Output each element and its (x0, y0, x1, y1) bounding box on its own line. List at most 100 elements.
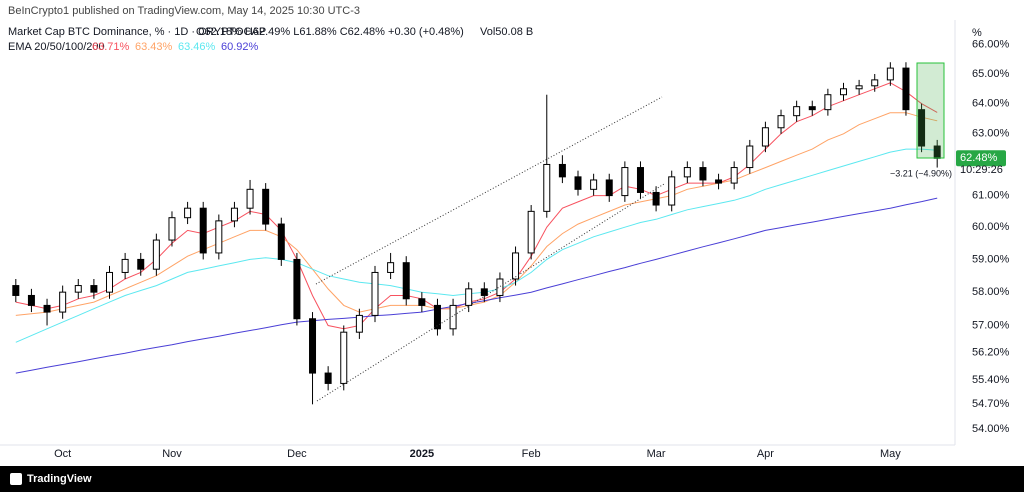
candle-body (12, 285, 20, 296)
y-tick-label: 58.00% (972, 286, 1010, 298)
candle-body (449, 304, 457, 330)
logo-icon (10, 473, 22, 485)
candle-body (199, 207, 207, 254)
y-tick-label: 63.00% (972, 128, 1010, 140)
candle-body (839, 88, 847, 96)
indicator-label: EMA 20/50/100/200 (8, 41, 105, 53)
candle-body (324, 372, 332, 384)
y-tick-label: 54.70% (972, 398, 1010, 410)
candle-body (106, 271, 114, 293)
candle-body (262, 188, 270, 225)
candle-body (293, 258, 301, 320)
channel-line (316, 183, 665, 402)
ohlc-label: O62.18% H62.49% L61.88% C62.48% +0.30 (+… (196, 26, 464, 38)
plot-area (12, 62, 941, 405)
candle-body (184, 207, 192, 219)
candle-body (652, 191, 660, 206)
candle-body (433, 304, 441, 330)
y-tick-label: 55.40% (972, 374, 1010, 386)
candle-body (418, 298, 426, 306)
x-tick-label: Oct (54, 448, 71, 460)
candle-body (27, 294, 35, 306)
candle-body (246, 188, 254, 209)
price-label-box (956, 150, 1006, 167)
candle-body (761, 127, 769, 147)
ema-line (15, 148, 938, 343)
candle-body (902, 67, 910, 111)
price-label: 62.48% (960, 152, 998, 164)
candle-body (683, 167, 691, 178)
x-tick-label: Dec (287, 448, 307, 460)
candle-body (480, 288, 488, 296)
legend-value: 63.71% (92, 41, 130, 53)
candle-body (730, 167, 738, 184)
y-tick-label: 61.00% (972, 190, 1010, 202)
candle-body (543, 163, 551, 212)
candle-body (340, 331, 348, 384)
unit-label: % (972, 27, 982, 39)
y-tick-label: 59.00% (972, 253, 1010, 265)
candle-body (558, 163, 566, 178)
candle-body (402, 262, 410, 300)
candle-body (855, 85, 863, 90)
x-tick-label: Feb (522, 448, 541, 460)
channel-line (315, 96, 663, 285)
candle-body (746, 145, 754, 169)
candle-body (777, 115, 785, 129)
candle-body (168, 217, 176, 241)
candle-body (886, 67, 894, 81)
candle-body (668, 176, 676, 206)
brand: TradingView (27, 473, 92, 485)
y-tick-label: 66.00% (972, 39, 1010, 51)
candle-body (918, 109, 926, 147)
candle-body (574, 176, 582, 190)
y-tick-label: 65.00% (972, 68, 1010, 80)
candle-body (824, 94, 832, 111)
candle-body (699, 167, 707, 181)
candle-body (496, 278, 504, 296)
candle-body (121, 258, 129, 273)
candle-body (152, 239, 160, 270)
candle-body (590, 179, 598, 190)
x-tick-label: Apr (757, 448, 774, 460)
candle-body (715, 179, 723, 184)
volume-label: Vol50.08 B (480, 26, 533, 38)
axis-labels: 54.00% 54.70% 55.40% 56.20% 57.00% 58.00% 59.0… (54, 39, 1009, 460)
publisher: BeInCrypto1 published on TradingView.com… (8, 5, 360, 17)
candle-body (43, 304, 51, 313)
candle-body (387, 262, 395, 273)
candle-body (793, 106, 801, 117)
candle-body (621, 167, 629, 197)
candle-body (59, 291, 67, 313)
price-axis (955, 0, 1024, 466)
y-tick-label: 56.20% (972, 346, 1010, 358)
footer-bar (0, 466, 1024, 492)
candle-body (512, 252, 520, 280)
legend-value: 60.92% (221, 41, 259, 53)
candle-body (230, 207, 238, 222)
measure-label: −3.21 (−4.90%) −32 (890, 168, 970, 178)
ema-line (15, 112, 938, 316)
legend-value: 63.46% (178, 41, 216, 53)
chart-title: Market Cap BTC Dominance, % · 1D · CRYPT… (8, 26, 266, 38)
x-tick-label: Mar (647, 448, 666, 460)
candle-body (309, 318, 317, 374)
ema-line (15, 82, 938, 330)
candle-body (137, 258, 145, 270)
countdown: 10:29:26 (960, 164, 1003, 176)
y-tick-label: 54.00% (972, 423, 1010, 435)
x-tick-label: Nov (162, 448, 182, 460)
y-tick-label: 57.00% (972, 319, 1010, 331)
candle-body (808, 106, 816, 111)
candle-body (74, 285, 82, 293)
candle-body (371, 271, 379, 316)
candle-body (355, 314, 363, 333)
candle-body (527, 210, 535, 254)
y-tick-label: 64.00% (972, 98, 1010, 110)
ema-line (15, 197, 938, 374)
candle-body (465, 288, 473, 306)
candle-body (90, 285, 98, 293)
